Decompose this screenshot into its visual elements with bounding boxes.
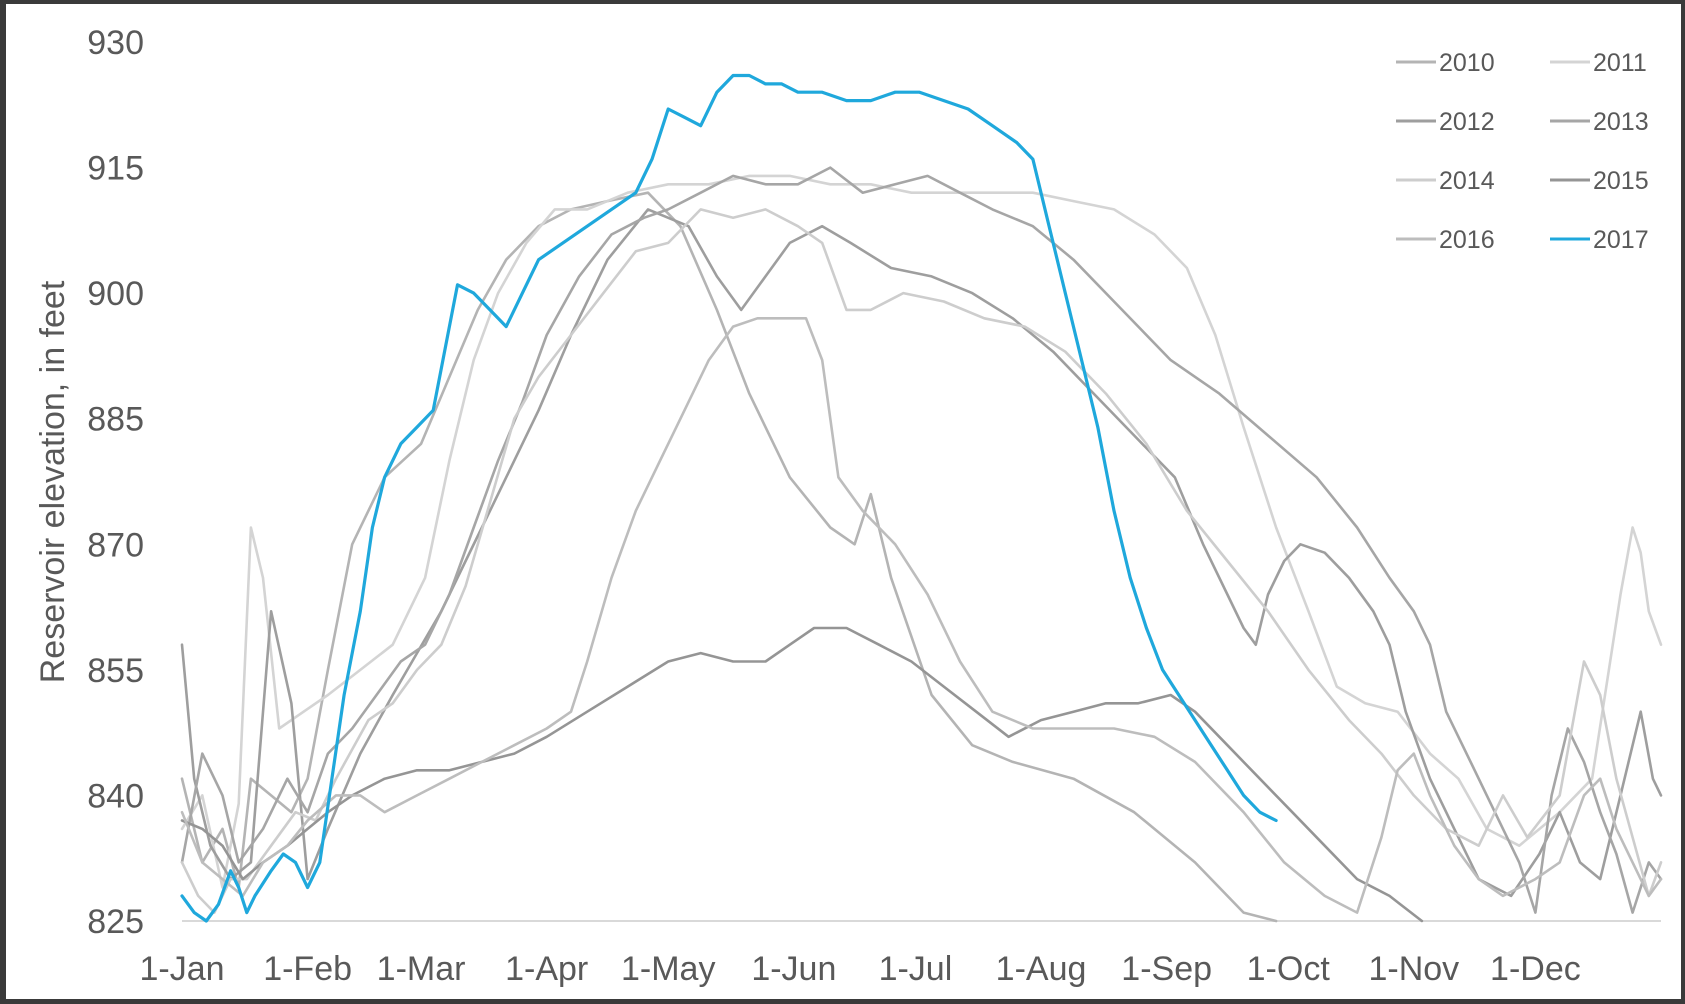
x-tick-label: 1-Nov <box>1368 950 1459 988</box>
x-tick-label: 1-Jan <box>139 950 224 988</box>
legend: 2010 2011 2012 2013 2014 2015 2016 2017 <box>1396 49 1649 254</box>
x-tick-label: 1-Jun <box>751 950 836 988</box>
series-line-2017 <box>180 73 1278 923</box>
y-tick-label: 825 <box>87 903 144 941</box>
series-lines <box>180 73 1663 923</box>
y-tick-label: 915 <box>87 150 144 188</box>
x-tick-label: 1-Aug <box>996 950 1087 988</box>
series-line-2011 <box>180 174 1663 889</box>
x-tick-label: 1-Feb <box>263 950 352 988</box>
x-tick-label: 1-Oct <box>1247 950 1331 988</box>
y-tick-label: 900 <box>87 275 144 313</box>
x-tick-label: 1-Apr <box>505 950 588 988</box>
legend-label-2014: 2014 <box>1439 167 1495 195</box>
x-tick-label: 1-Mar <box>377 950 466 988</box>
legend-label-2011: 2011 <box>1593 49 1647 77</box>
x-tick-label: 1-May <box>621 950 715 988</box>
legend-label-2017: 2017 <box>1593 226 1649 254</box>
y-tick-label: 855 <box>87 652 144 690</box>
y-tick-label: 885 <box>87 401 144 439</box>
reservoir-elevation-chart: Reservoir elevation, in feet 825 840 855 87… <box>34 24 1663 988</box>
legend-label-2010: 2010 <box>1439 49 1495 77</box>
series-line-2014 <box>180 208 1663 914</box>
y-tick-label: 870 <box>87 526 144 564</box>
y-tick-label: 930 <box>87 24 144 62</box>
legend-label-2013: 2013 <box>1593 108 1649 136</box>
y-tick-label: 840 <box>87 777 144 815</box>
chart-frame: Reservoir elevation, in feet 825 840 855 87… <box>6 4 1681 999</box>
x-tick-label: 1-Jul <box>879 950 953 988</box>
series-line-2016 <box>180 317 1663 914</box>
y-axis-title: Reservoir elevation, in feet <box>34 280 72 683</box>
series-line-2010 <box>180 191 1278 923</box>
legend-label-2012: 2012 <box>1439 108 1495 136</box>
series-line-2015 <box>180 626 1424 923</box>
legend-label-2016: 2016 <box>1439 226 1495 254</box>
x-tick-label: 1-Sep <box>1121 950 1212 988</box>
legend-label-2015: 2015 <box>1593 167 1649 195</box>
y-axis-title-group: Reservoir elevation, in feet <box>34 280 72 683</box>
x-tick-label: 1-Dec <box>1490 950 1581 988</box>
x-axis-ticks: 1-Jan 1-Feb 1-Mar 1-Apr 1-May 1-Jun 1-Jul 1-Aug… <box>139 950 1580 988</box>
series-line-2013 <box>180 166 1663 914</box>
y-axis-ticks: 825 840 855 870 885 900 915 930 <box>87 24 144 941</box>
series-line-2012 <box>180 208 1663 898</box>
